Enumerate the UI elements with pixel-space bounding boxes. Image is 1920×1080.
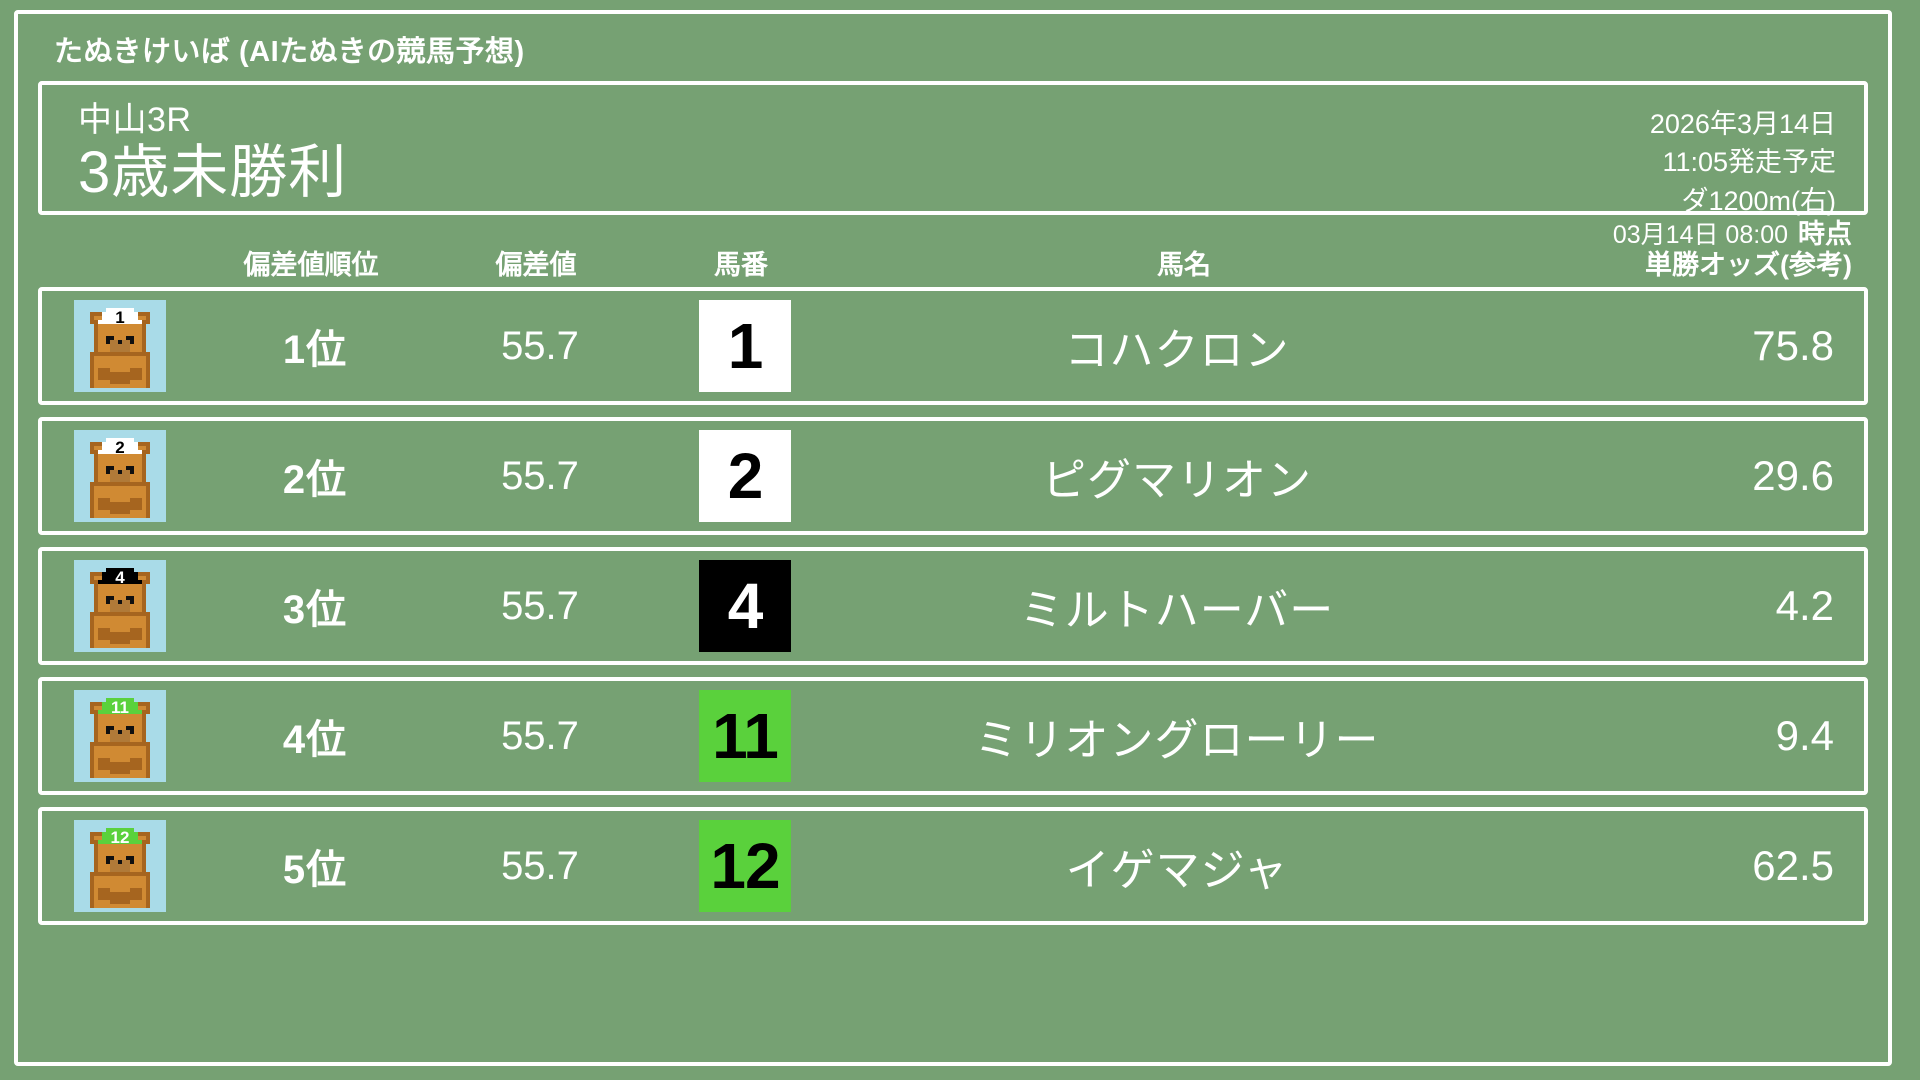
horse-number-badge: 12 xyxy=(699,820,791,912)
avatar-cap-number: 12 xyxy=(110,828,130,847)
race-date: 2026年3月14日 xyxy=(1649,109,1836,139)
tanuki-avatar-icon: 4 xyxy=(74,560,166,652)
horse-number-cell: 2 xyxy=(640,421,850,531)
rank-value: 1位 xyxy=(282,328,348,372)
avatar-cell: 11 xyxy=(50,681,190,791)
rank-value: 5位 xyxy=(282,848,348,892)
odds-header-timestamp-suffix: 時点 xyxy=(1798,218,1852,249)
rank-value: 4位 xyxy=(282,718,348,762)
horse-number-cell: 12 xyxy=(640,811,850,921)
table-body: 1 1位 55.7 1 コハクロン 75.8 2 2位 55.7 2 ピグマリオン 29.6 4 3位 55… xyxy=(38,287,1868,925)
rank-cell: 5位 xyxy=(190,811,440,921)
avatar-cell: 2 xyxy=(50,421,190,531)
horse-name-value: イゲマジャ xyxy=(1065,846,1289,895)
odds-value: 9.4 xyxy=(1775,712,1834,759)
tanuki-avatar-icon: 11 xyxy=(74,690,166,782)
odds-header-label: 単勝オッズ(参考) xyxy=(1645,249,1852,280)
rank-cell: 3位 xyxy=(190,551,440,661)
avatar-cell: 12 xyxy=(50,811,190,921)
odds-cell: 4.2 xyxy=(1504,551,1856,661)
tanuki-avatar-icon: 1 xyxy=(74,300,166,392)
odds-value: 62.5 xyxy=(1752,842,1834,889)
horse-name-cell[interactable]: ミリオングローリー xyxy=(850,681,1504,791)
horse-number-badge: 1 xyxy=(699,300,791,392)
odds-value: 29.6 xyxy=(1752,452,1834,499)
rank-cell: 4位 xyxy=(190,681,440,791)
table-row[interactable]: 11 4位 55.7 11 ミリオングローリー 9.4 xyxy=(38,677,1868,795)
horse-name-cell[interactable]: イゲマジャ xyxy=(850,811,1504,921)
odds-cell: 75.8 xyxy=(1504,291,1856,401)
odds-value: 75.8 xyxy=(1752,322,1834,369)
score-value: 55.7 xyxy=(501,843,579,888)
race-venue: 中山3R xyxy=(78,101,192,139)
score-value: 55.7 xyxy=(501,323,579,368)
table-row[interactable]: 12 5位 55.7 12 イゲマジャ 62.5 xyxy=(38,807,1868,925)
avatar-cap-number: 1 xyxy=(115,308,125,327)
column-header-rank: 偏差値順位 xyxy=(243,249,379,280)
horse-number-cell: 1 xyxy=(640,291,850,401)
odds-cell: 9.4 xyxy=(1504,681,1856,791)
avatar-cap-number: 11 xyxy=(111,698,129,717)
race-header-left: 中山3R 3歳未勝利 xyxy=(78,99,347,206)
app-frame: たぬきけいば (AIたぬきの競馬予想) 中山3R 3歳未勝利 2026年3月14… xyxy=(14,10,1892,1066)
horse-number-cell: 11 xyxy=(640,681,850,791)
table-header-row: 偏差値順位 偏差値 馬番 馬名 03月14日 08:00 時点 単勝オッズ(参考) xyxy=(38,219,1868,287)
score-cell: 55.7 xyxy=(440,421,640,531)
avatar-cap-number: 2 xyxy=(115,438,125,457)
horse-number-cell: 4 xyxy=(640,551,850,661)
app-title: たぬきけいば (AIたぬきの競馬予想) xyxy=(54,36,525,68)
tanuki-avatar-icon: 12 xyxy=(74,820,166,912)
avatar-cell: 1 xyxy=(50,291,190,401)
horse-name-cell[interactable]: ミルトハーバー xyxy=(850,551,1504,661)
rank-cell: 2位 xyxy=(190,421,440,531)
odds-value: 4.2 xyxy=(1775,582,1834,629)
race-post-time: 11:05発走予定 xyxy=(1662,147,1836,178)
table-row[interactable]: 1 1位 55.7 1 コハクロン 75.8 xyxy=(38,287,1868,405)
score-cell: 55.7 xyxy=(440,681,640,791)
horse-number-badge: 2 xyxy=(699,430,791,522)
prediction-table: 偏差値順位 偏差値 馬番 馬名 03月14日 08:00 時点 単勝オッズ(参考)… xyxy=(38,219,1868,925)
column-header-horse-number: 馬番 xyxy=(714,249,768,280)
horse-name-cell[interactable]: ピグマリオン xyxy=(850,421,1504,531)
avatar-cell: 4 xyxy=(50,551,190,661)
horse-name-value: ピグマリオン xyxy=(1042,456,1312,505)
avatar-cap-number: 4 xyxy=(115,568,125,587)
score-cell: 55.7 xyxy=(440,291,640,401)
horse-name-value: ミルトハーバー xyxy=(1019,586,1335,635)
rank-value: 3位 xyxy=(282,588,348,632)
odds-header-timestamp: 03月14日 08:00 時点 xyxy=(1613,219,1852,250)
table-row[interactable]: 4 3位 55.7 4 ミルトハーバー 4.2 xyxy=(38,547,1868,665)
rank-cell: 1位 xyxy=(190,291,440,401)
horse-number-badge: 4 xyxy=(699,560,791,652)
column-header-odds: 03月14日 08:00 時点 単勝オッズ(参考) xyxy=(1522,219,1860,287)
race-header-right: 2026年3月14日 11:05発走予定 ダ1200m(右) xyxy=(1650,99,1836,220)
rank-value: 2位 xyxy=(282,458,348,502)
odds-cell: 62.5 xyxy=(1504,811,1856,921)
odds-header-timestamp-text: 03月14日 08:00 xyxy=(1612,220,1788,249)
race-course: ダ1200m(右) xyxy=(1681,185,1836,216)
odds-cell: 29.6 xyxy=(1504,421,1856,531)
horse-name-value: ミリオングローリー xyxy=(974,716,1380,765)
tanuki-avatar-icon: 2 xyxy=(74,430,166,522)
score-value: 55.7 xyxy=(501,583,579,628)
horse-name-cell[interactable]: コハクロン xyxy=(850,291,1504,401)
score-value: 55.7 xyxy=(501,713,579,758)
table-row[interactable]: 2 2位 55.7 2 ピグマリオン 29.6 xyxy=(38,417,1868,535)
race-name: 3歳未勝利 xyxy=(78,139,348,205)
race-header: 中山3R 3歳未勝利 2026年3月14日 11:05発走予定 ダ1200m(右… xyxy=(38,81,1868,216)
score-cell: 55.7 xyxy=(440,551,640,661)
score-cell: 55.7 xyxy=(440,811,640,921)
column-header-horse-name: 馬名 xyxy=(1157,249,1211,280)
column-header-score: 偏差値 xyxy=(495,249,577,280)
horse-name-value: コハクロン xyxy=(1064,326,1290,375)
score-value: 55.7 xyxy=(501,453,579,498)
horse-number-badge: 11 xyxy=(699,690,791,782)
